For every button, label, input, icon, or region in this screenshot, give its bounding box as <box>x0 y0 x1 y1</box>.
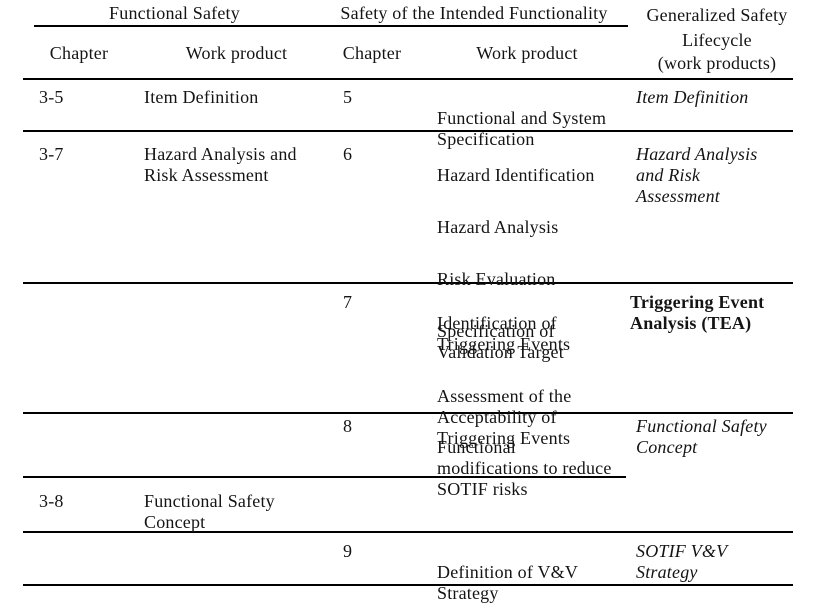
cell-fs-chapter: 3-5 <box>39 87 64 107</box>
cell-sotif-work-product: Definition of V&V Strategy <box>437 541 632 607</box>
work-product-item: Definition of V&V Strategy <box>437 562 579 603</box>
row-separator-5 <box>23 531 793 533</box>
row-separator-4-partial <box>23 476 626 478</box>
cell-generalized-work-product: Hazard Analysis and Risk Assessment <box>636 144 758 206</box>
work-product-item: Identification of Triggering Events <box>437 313 571 354</box>
cell-generalized-work-product: SOTIF V&V Strategy <box>636 541 728 582</box>
cell-generalized-work-product: Functional Safety Concept <box>636 416 767 457</box>
group-header-generalized-lifecycle: Generalized Safety Lifecycle <box>646 5 788 50</box>
table-bottom-rule <box>23 584 793 586</box>
cell-sotif-chapter: 8 <box>343 416 353 436</box>
group-header-underline <box>34 25 628 27</box>
group-header-sotif: Safety of the Intended Functionality <box>340 3 608 23</box>
cell-generalized-work-product: Item Definition <box>636 87 749 107</box>
cell-sotif-chapter: 7 <box>343 292 353 312</box>
row-separator-1 <box>23 130 793 132</box>
column-header-sotif-work-product: Work product <box>476 43 578 63</box>
work-product-item: Hazard Identification <box>437 165 595 185</box>
cell-sotif-work-product: Functional modifications to reduce SOTIF… <box>437 416 632 521</box>
cell-sotif-work-product: Hazard Identification Hazard Analysis Ri… <box>437 144 632 384</box>
column-header-fs-work-product: Work product <box>185 43 288 63</box>
cell-sotif-chapter: 6 <box>343 144 353 164</box>
cell-sotif-work-product: Identification of Triggering Events Asse… <box>437 292 632 470</box>
column-header-sotif-chapter: Chapter <box>342 43 402 63</box>
row-separator-3 <box>23 412 793 414</box>
row-separator-2 <box>23 282 793 284</box>
cell-sotif-chapter: 5 <box>343 87 353 107</box>
work-product-item: Risk Evaluation <box>437 269 556 289</box>
cell-fs-work-product: Hazard Analysis and Risk Assessment <box>144 144 297 185</box>
work-product-item: Hazard Analysis <box>437 217 559 237</box>
group-header-generalized-subtitle: (work products) <box>657 53 777 73</box>
cell-fs-work-product: Functional Safety Concept <box>144 491 275 532</box>
work-product-item: Specification of Validation Target <box>437 321 564 362</box>
work-product-item: Functional and System Specification <box>437 108 607 149</box>
column-header-fs-chapter: Chapter <box>49 43 109 63</box>
cell-sotif-chapter: 9 <box>343 541 353 561</box>
header-bottom-rule <box>23 78 793 80</box>
group-header-functional-safety: Functional Safety <box>109 3 240 23</box>
cell-fs-chapter: 3-7 <box>39 144 64 164</box>
cell-sotif-work-product: Functional and System Specification <box>437 87 632 171</box>
work-product-item: Functional modifications to reduce SOTIF… <box>437 437 612 499</box>
cell-fs-chapter: 3-8 <box>39 491 64 511</box>
cell-fs-work-product: Item Definition <box>144 87 259 107</box>
cell-generalized-work-product: Triggering Event Analysis (TEA) <box>630 292 765 333</box>
work-product-item: Assessment of the Acceptability of Trigg… <box>437 386 572 448</box>
